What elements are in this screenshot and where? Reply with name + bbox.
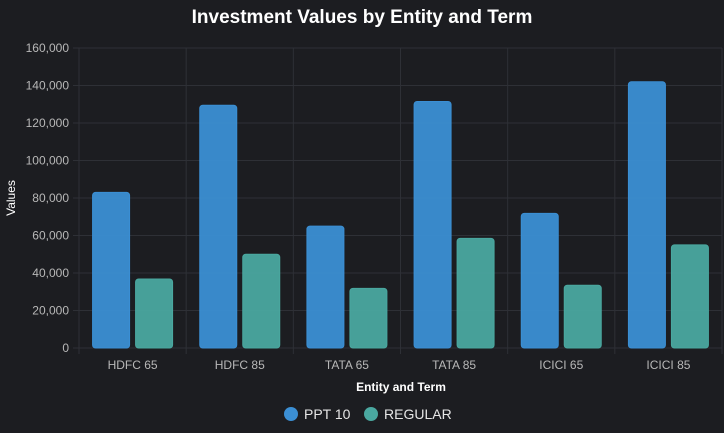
y-tick-label: 80,000 [32,191,69,205]
y-tick-label: 140,000 [26,79,70,93]
legend-swatch [364,407,378,421]
bar-regular[interactable] [456,237,495,349]
y-tick-label: 40,000 [32,266,69,280]
legend-item-regular[interactable]: REGULAR [364,406,452,422]
x-tick-label: HDFC 65 [108,358,158,372]
chart-title: Investment Values by Entity and Term [192,7,533,28]
x-tick-label: ICICI 85 [646,358,690,372]
x-tick-label: TATA 65 [325,358,369,372]
bar-ppt-10[interactable] [627,81,666,349]
bars [92,81,709,349]
x-axis-label: Entity and Term [356,380,446,394]
y-tick-label: 0 [62,341,69,355]
y-tick-label: 60,000 [32,229,69,243]
bar-ppt-10[interactable] [306,225,345,349]
legend-label: PPT 10 [304,406,351,422]
y-tick-label: 120,000 [26,116,70,130]
bar-regular[interactable] [563,284,602,349]
bar-regular[interactable] [349,287,388,349]
y-tick-label: 100,000 [26,154,70,168]
bar-ppt-10[interactable] [413,100,452,349]
y-axis-label: Values [4,180,18,216]
x-axis: HDFC 65 HDFC 85 TATA 65 TATA 85 ICICI 65 ICIC… [108,358,691,372]
bar-regular[interactable] [670,244,709,349]
bar-regular[interactable] [242,253,281,349]
x-tick-label: HDFC 85 [215,358,265,372]
legend-swatch [284,407,298,421]
x-tick-label: TATA 85 [432,358,476,372]
grid-layer [73,47,723,354]
bar-ppt-10[interactable] [92,191,131,349]
x-tick-label: ICICI 65 [539,358,583,372]
bar-regular[interactable] [135,278,174,349]
bar-ppt-10[interactable] [520,212,559,349]
legend-item-ppt-10[interactable]: PPT 10 [284,406,351,422]
y-tick-label: 20,000 [32,304,69,318]
y-tick-label: 160,000 [26,41,70,55]
bar-ppt-10[interactable] [199,104,238,349]
y-axis: 0 20,000 40,000 60,000 80,000 100,000 120,000 1… [26,41,70,355]
legend: PPT 10 REGULAR [284,406,452,422]
legend-label: REGULAR [384,406,452,422]
